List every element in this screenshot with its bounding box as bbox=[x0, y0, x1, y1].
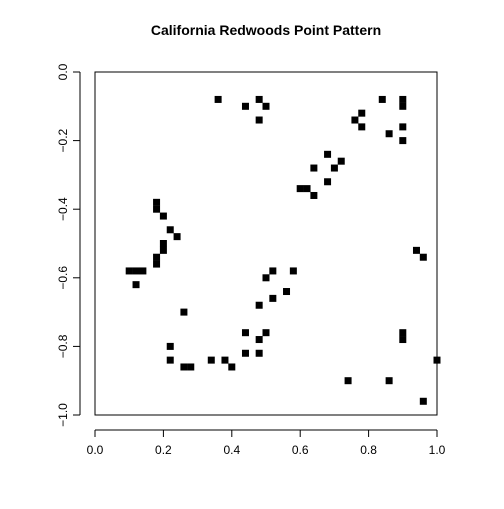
data-point bbox=[399, 137, 406, 144]
data-point bbox=[358, 110, 365, 117]
data-point bbox=[324, 178, 331, 185]
data-point bbox=[420, 254, 427, 261]
plot-box bbox=[95, 72, 437, 415]
x-tick-label: 0.0 bbox=[87, 443, 104, 457]
data-point bbox=[269, 267, 276, 274]
data-point bbox=[399, 103, 406, 110]
data-points bbox=[126, 96, 441, 405]
data-point bbox=[256, 336, 263, 343]
data-point bbox=[351, 117, 358, 124]
data-point bbox=[187, 363, 194, 370]
data-point bbox=[420, 398, 427, 405]
data-point bbox=[256, 350, 263, 357]
data-point bbox=[242, 350, 249, 357]
data-point bbox=[160, 213, 167, 220]
data-point bbox=[167, 343, 174, 350]
data-point bbox=[242, 329, 249, 336]
x-tick-label: 0.6 bbox=[292, 443, 309, 457]
x-tick-label: 0.2 bbox=[155, 443, 172, 457]
data-point bbox=[324, 151, 331, 158]
data-point bbox=[283, 288, 290, 295]
data-point bbox=[297, 185, 304, 192]
data-point bbox=[215, 96, 222, 103]
x-tick-label: 0.4 bbox=[223, 443, 240, 457]
data-point bbox=[379, 96, 386, 103]
data-point bbox=[133, 281, 140, 288]
data-point bbox=[434, 357, 441, 364]
data-point bbox=[413, 247, 420, 254]
y-tick-label: −0.4 bbox=[56, 197, 70, 221]
x-tick-label: 0.8 bbox=[360, 443, 377, 457]
data-point bbox=[310, 192, 317, 199]
y-axis: 0.0 −0.2 −0.4 −0.6 −0.8 −1.0 bbox=[56, 63, 80, 427]
data-point bbox=[167, 357, 174, 364]
data-point bbox=[153, 254, 160, 261]
data-point bbox=[263, 329, 270, 336]
data-point bbox=[399, 336, 406, 343]
data-point bbox=[208, 357, 215, 364]
y-tick-label: −1.0 bbox=[56, 403, 70, 427]
data-point bbox=[126, 267, 133, 274]
data-point bbox=[263, 274, 270, 281]
data-point bbox=[358, 123, 365, 130]
data-point bbox=[153, 199, 160, 206]
data-point bbox=[290, 267, 297, 274]
x-axis: 0.0 0.2 0.4 0.6 0.8 1.0 bbox=[87, 430, 446, 457]
data-point bbox=[167, 226, 174, 233]
chart-title: California Redwoods Point Pattern bbox=[151, 22, 381, 38]
data-point bbox=[180, 363, 187, 370]
data-point bbox=[310, 165, 317, 172]
data-point bbox=[256, 96, 263, 103]
data-point bbox=[180, 309, 187, 316]
data-point bbox=[345, 377, 352, 384]
data-point bbox=[399, 96, 406, 103]
data-point bbox=[160, 247, 167, 254]
data-point bbox=[338, 158, 345, 165]
y-tick-label: −0.8 bbox=[56, 334, 70, 358]
data-point bbox=[153, 206, 160, 213]
data-point bbox=[153, 261, 160, 268]
data-point bbox=[269, 295, 276, 302]
data-point bbox=[304, 185, 311, 192]
data-point bbox=[242, 103, 249, 110]
data-point bbox=[139, 267, 146, 274]
data-point bbox=[228, 363, 235, 370]
data-point bbox=[386, 130, 393, 137]
x-tick-label: 1.0 bbox=[429, 443, 446, 457]
data-point bbox=[256, 302, 263, 309]
data-point bbox=[386, 377, 393, 384]
data-point bbox=[263, 103, 270, 110]
data-point bbox=[133, 267, 140, 274]
data-point bbox=[256, 117, 263, 124]
data-point bbox=[331, 165, 338, 172]
y-tick-label: 0.0 bbox=[56, 63, 70, 80]
data-point bbox=[399, 329, 406, 336]
y-tick-label: −0.6 bbox=[56, 266, 70, 290]
data-point bbox=[174, 233, 181, 240]
y-tick-label: −0.2 bbox=[56, 128, 70, 152]
data-point bbox=[160, 240, 167, 247]
data-point bbox=[221, 357, 228, 364]
data-point bbox=[399, 123, 406, 130]
